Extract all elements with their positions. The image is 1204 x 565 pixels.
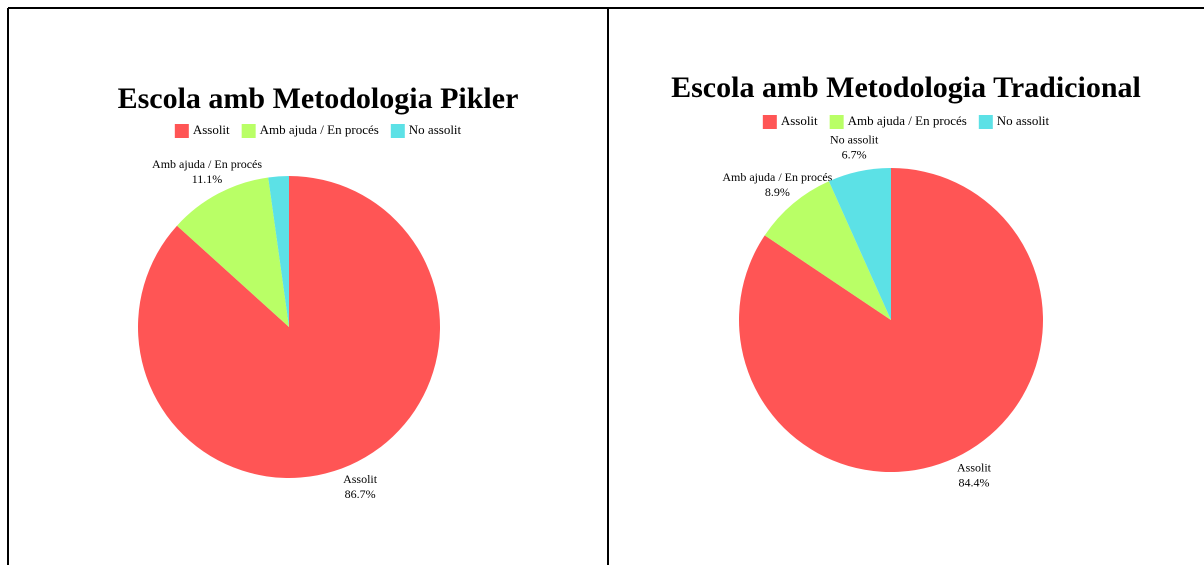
legend-swatch	[762, 115, 777, 129]
legend-label: Amb ajuda / En procés	[848, 113, 967, 128]
legend-swatch	[241, 124, 256, 138]
legend-swatch	[829, 115, 844, 129]
slice-label: Amb ajuda / En procés	[722, 170, 832, 184]
pie-slice	[828, 168, 891, 320]
slice-label: Assolit	[957, 460, 992, 474]
pie-slice	[138, 176, 441, 478]
legend-label: Assolit	[781, 113, 818, 128]
legend-label: No assolit	[409, 122, 462, 137]
slice-value-label: 6.7%	[842, 147, 867, 161]
slice-label: Assolit	[343, 472, 378, 486]
slice-value-label: 86.7%	[345, 487, 376, 501]
legend-label: Amb ajuda / En procés	[260, 122, 379, 137]
slice-label: No assolit	[830, 132, 879, 146]
slice-label: Amb ajuda / En procés	[152, 157, 262, 171]
legend-label: No assolit	[997, 113, 1050, 128]
slice-value-label: 11.1%	[192, 172, 223, 186]
pie-slice	[176, 177, 289, 327]
pie-slice	[268, 176, 289, 327]
chart-title: Escola amb Metodologia Tradicional	[671, 71, 1141, 104]
slice-value-label: 84.4%	[958, 475, 989, 489]
chart-title: Escola amb Metodologia Pikler	[118, 82, 519, 115]
legend-swatch	[978, 115, 993, 129]
legend-label: Assolit	[193, 122, 230, 137]
pie-slice	[764, 181, 891, 320]
slice-value-label: 8.9%	[765, 185, 790, 199]
legend-swatch	[174, 124, 189, 138]
legend-swatch	[390, 124, 405, 138]
